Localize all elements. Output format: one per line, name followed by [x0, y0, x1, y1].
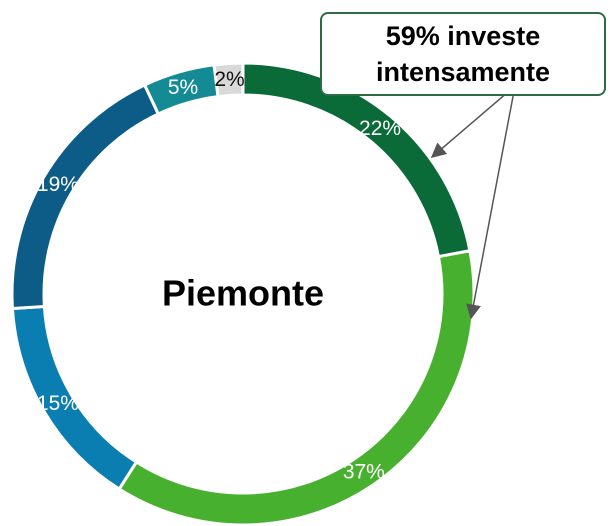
donut-segment — [212, 61, 245, 99]
arrow — [466, 85, 516, 320]
data-label: 5% — [168, 76, 198, 99]
data-label: 15% — [37, 392, 79, 415]
arrow — [430, 85, 516, 158]
donut-segment — [10, 82, 161, 311]
annotation: 59% investe intensamente — [320, 12, 606, 96]
data-label: 37% — [343, 460, 385, 483]
data-label: 2% — [214, 68, 244, 91]
center-label: Piemonte — [162, 273, 324, 314]
data-label: 22% — [359, 117, 401, 140]
data-label: 19% — [37, 173, 79, 196]
